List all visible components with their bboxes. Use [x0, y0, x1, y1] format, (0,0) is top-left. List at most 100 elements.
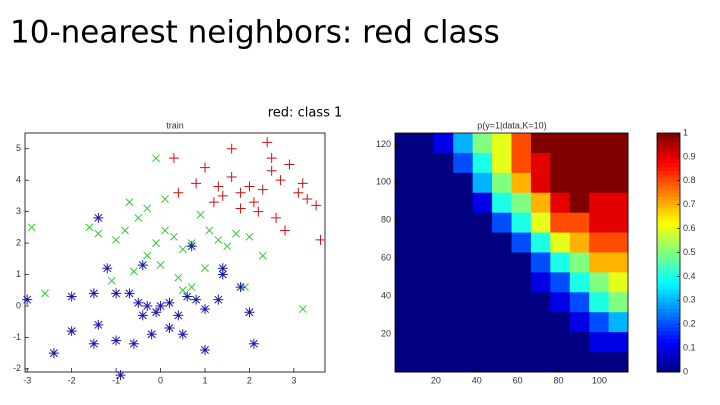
colorbar-step	[657, 293, 680, 298]
heat-cell	[492, 152, 512, 174]
x-tick-label: 1	[202, 375, 207, 385]
heat-cell	[453, 133, 474, 154]
heat-cell	[511, 272, 532, 293]
heat-cell	[608, 152, 629, 174]
y-tick-label: 4	[16, 175, 21, 185]
point	[205, 226, 214, 235]
point	[115, 370, 126, 381]
heat-cell	[530, 312, 551, 333]
point	[213, 294, 224, 305]
heat-cell	[569, 232, 590, 253]
point	[143, 251, 152, 260]
point	[143, 204, 152, 213]
colorbar-step	[657, 289, 680, 295]
chart-title: p(y=1|data,K=10)	[477, 120, 546, 130]
colorbar-tick-label: 0.9	[683, 151, 696, 161]
colorbar-step	[657, 181, 680, 186]
heat-cell	[433, 232, 454, 253]
heat-cell	[395, 192, 415, 214]
heat-cell	[530, 332, 551, 353]
heat-cell	[472, 212, 493, 234]
point	[284, 159, 295, 170]
colorbar-step	[657, 207, 680, 212]
heat-cell	[569, 133, 590, 154]
colorbar-step	[657, 192, 680, 197]
heat-cell	[569, 312, 590, 333]
heat-cell	[453, 152, 474, 174]
heat-cell	[589, 152, 610, 174]
colorbar-tick-label: 0.7	[683, 199, 696, 209]
heat-cell	[395, 152, 415, 174]
point	[315, 234, 326, 245]
slide-title: 10-nearest neighbors: red class	[10, 15, 500, 51]
heat-cell	[433, 192, 454, 214]
heat-cell	[569, 172, 590, 194]
colorbar-step	[657, 140, 680, 145]
heat-cell	[550, 212, 571, 234]
colorbar-step	[657, 222, 680, 227]
colorbar-step	[657, 353, 680, 358]
point	[22, 294, 33, 305]
colorbar-step	[657, 256, 680, 261]
heat-cell	[472, 133, 493, 154]
colorbar-step	[657, 233, 680, 239]
heat-cell	[530, 172, 551, 194]
heat-cell	[589, 272, 610, 293]
heat-cell	[530, 192, 551, 214]
point	[94, 229, 103, 238]
heat-cell	[569, 192, 590, 214]
y-tick-label: 20	[381, 328, 391, 338]
heat-cell	[530, 152, 551, 174]
heat-cell	[492, 133, 512, 154]
heat-cell	[550, 232, 571, 253]
colorbar-step	[657, 162, 680, 168]
heat-cell	[511, 172, 532, 194]
colorbar-step	[657, 230, 680, 235]
heat-cell	[569, 352, 590, 373]
y-tick-label: -2	[13, 363, 21, 373]
colorbar-step	[657, 237, 680, 242]
y-tick-label: 0	[16, 300, 21, 310]
heat-cell	[492, 312, 512, 333]
point	[258, 251, 267, 260]
colorbar-step	[657, 203, 680, 209]
heat-cell	[589, 252, 610, 273]
point	[41, 289, 49, 298]
heat-cell	[492, 332, 512, 353]
heat-cell	[472, 152, 493, 174]
point	[174, 273, 183, 282]
colorbar-tick-label: 0.4	[683, 271, 696, 281]
colorbar-step	[657, 189, 680, 194]
heat-cell	[395, 352, 415, 373]
point	[244, 181, 255, 192]
heat-cell	[433, 352, 454, 373]
heat-cell	[569, 272, 590, 293]
colorbar-step	[657, 334, 680, 339]
point	[146, 329, 157, 340]
x-tick-label: 100	[592, 375, 607, 385]
x-tick-label: 80	[554, 375, 564, 385]
point	[248, 338, 259, 349]
heat-cell	[608, 133, 629, 154]
point	[196, 210, 205, 219]
heat-cell	[414, 312, 435, 333]
heat-cell	[433, 252, 454, 273]
plot-area	[24, 132, 326, 373]
point	[88, 288, 99, 299]
point	[107, 276, 116, 285]
point	[271, 212, 282, 223]
point	[191, 178, 202, 189]
colorbar-step	[657, 215, 680, 220]
point	[235, 203, 246, 214]
colorbar-step	[657, 301, 680, 306]
colorbar-step	[657, 177, 680, 183]
heat-cell	[492, 212, 512, 234]
point	[280, 225, 290, 236]
colorbar-step	[657, 323, 680, 328]
point	[186, 241, 197, 252]
chart-title: train	[166, 120, 184, 130]
heat-cell	[395, 292, 415, 313]
heat-cell	[453, 252, 474, 273]
y-tick-label: 60	[381, 253, 391, 263]
heat-cell	[414, 272, 435, 293]
